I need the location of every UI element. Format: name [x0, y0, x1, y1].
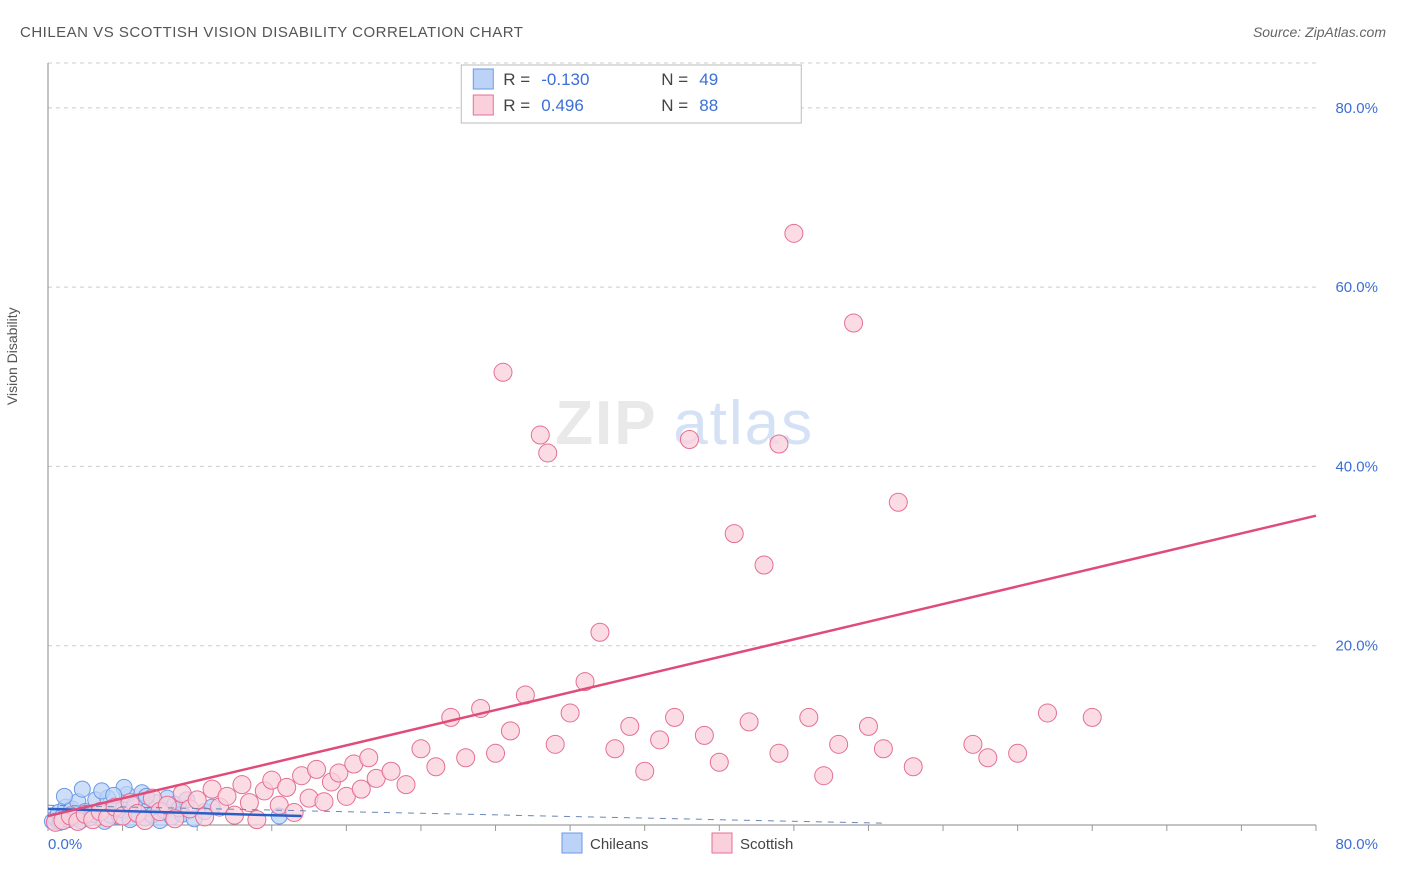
legend-series-label: Scottish	[740, 836, 793, 853]
scatter-point	[845, 314, 863, 332]
scatter-point	[546, 735, 564, 753]
scatter-point	[442, 708, 460, 726]
scatter-point	[755, 556, 773, 574]
scatter-point	[315, 793, 333, 811]
legend-n-value: 88	[699, 96, 718, 115]
scatter-point	[785, 224, 803, 242]
scatter-point	[531, 426, 549, 444]
scatter-point	[710, 753, 728, 771]
scatter-point	[1083, 708, 1101, 726]
legend-n-label: N =	[661, 96, 688, 115]
scatter-point	[561, 704, 579, 722]
scatter-point	[539, 444, 557, 462]
scatter-point	[770, 435, 788, 453]
legend-r-label: R =	[503, 70, 530, 89]
scatter-point	[382, 762, 400, 780]
scatter-point	[412, 740, 430, 758]
scatter-point	[770, 744, 788, 762]
scatter-point	[859, 717, 877, 735]
scatter-point	[1038, 704, 1056, 722]
x-tick-label: 80.0%	[1335, 836, 1378, 853]
scatter-point	[352, 780, 370, 798]
scatter-point	[427, 758, 445, 776]
scatter-point	[56, 788, 72, 804]
scatter-point	[695, 726, 713, 744]
scatter-point	[800, 708, 818, 726]
scatter-point	[494, 363, 512, 381]
scatter-point	[964, 735, 982, 753]
scatter-point	[278, 778, 296, 796]
x-tick-label: 0.0%	[48, 836, 82, 853]
legend-swatch	[562, 833, 582, 853]
chart-title: CHILEAN VS SCOTTISH VISION DISABILITY CO…	[20, 24, 523, 41]
y-tick-label: 60.0%	[1335, 279, 1378, 296]
legend-n-label: N =	[661, 70, 688, 89]
scatter-point	[233, 776, 251, 794]
scatter-point	[501, 722, 519, 740]
scatter-point	[979, 749, 997, 767]
scatter-point	[740, 713, 758, 731]
scatter-point	[487, 744, 505, 762]
scatter-point	[240, 794, 258, 812]
y-tick-label: 20.0%	[1335, 638, 1378, 655]
scatter-point	[397, 776, 415, 794]
legend-series-label: Chileans	[590, 836, 648, 853]
scatter-point	[248, 811, 266, 829]
scatter-point	[636, 762, 654, 780]
scatter-point	[1009, 744, 1027, 762]
scatter-point	[815, 767, 833, 785]
y-axis-label: Vision Disability	[4, 307, 20, 405]
legend-r-value: 0.496	[541, 96, 584, 115]
legend-r-value: -0.130	[541, 70, 589, 89]
y-tick-label: 80.0%	[1335, 100, 1378, 117]
scatter-point	[666, 708, 684, 726]
scatter-point	[621, 717, 639, 735]
scatter-point	[218, 787, 236, 805]
correlation-chart: 20.0%40.0%60.0%80.0%0.0%80.0%ZIPatlasR =…	[42, 55, 1386, 865]
scatter-point	[360, 749, 378, 767]
legend-r-label: R =	[503, 96, 530, 115]
scatter-point	[308, 760, 326, 778]
scatter-point	[889, 493, 907, 511]
legend-swatch	[473, 69, 493, 89]
scatter-point	[74, 781, 90, 797]
source-label: Source: ZipAtlas.com	[1253, 24, 1386, 40]
y-tick-label: 40.0%	[1335, 458, 1378, 475]
scatter-point	[680, 431, 698, 449]
scatter-point	[830, 735, 848, 753]
watermark: ZIP	[555, 389, 657, 458]
scatter-point	[651, 731, 669, 749]
scatter-point	[285, 803, 303, 821]
legend-n-value: 49	[699, 70, 718, 89]
legend-swatch	[473, 95, 493, 115]
scatter-point	[591, 623, 609, 641]
scatter-point	[606, 740, 624, 758]
scatter-point	[874, 740, 892, 758]
scatter-point	[725, 525, 743, 543]
scatter-point	[904, 758, 922, 776]
scatter-point	[188, 791, 206, 809]
trend-line	[48, 516, 1316, 816]
scatter-point	[457, 749, 475, 767]
legend-swatch	[712, 833, 732, 853]
